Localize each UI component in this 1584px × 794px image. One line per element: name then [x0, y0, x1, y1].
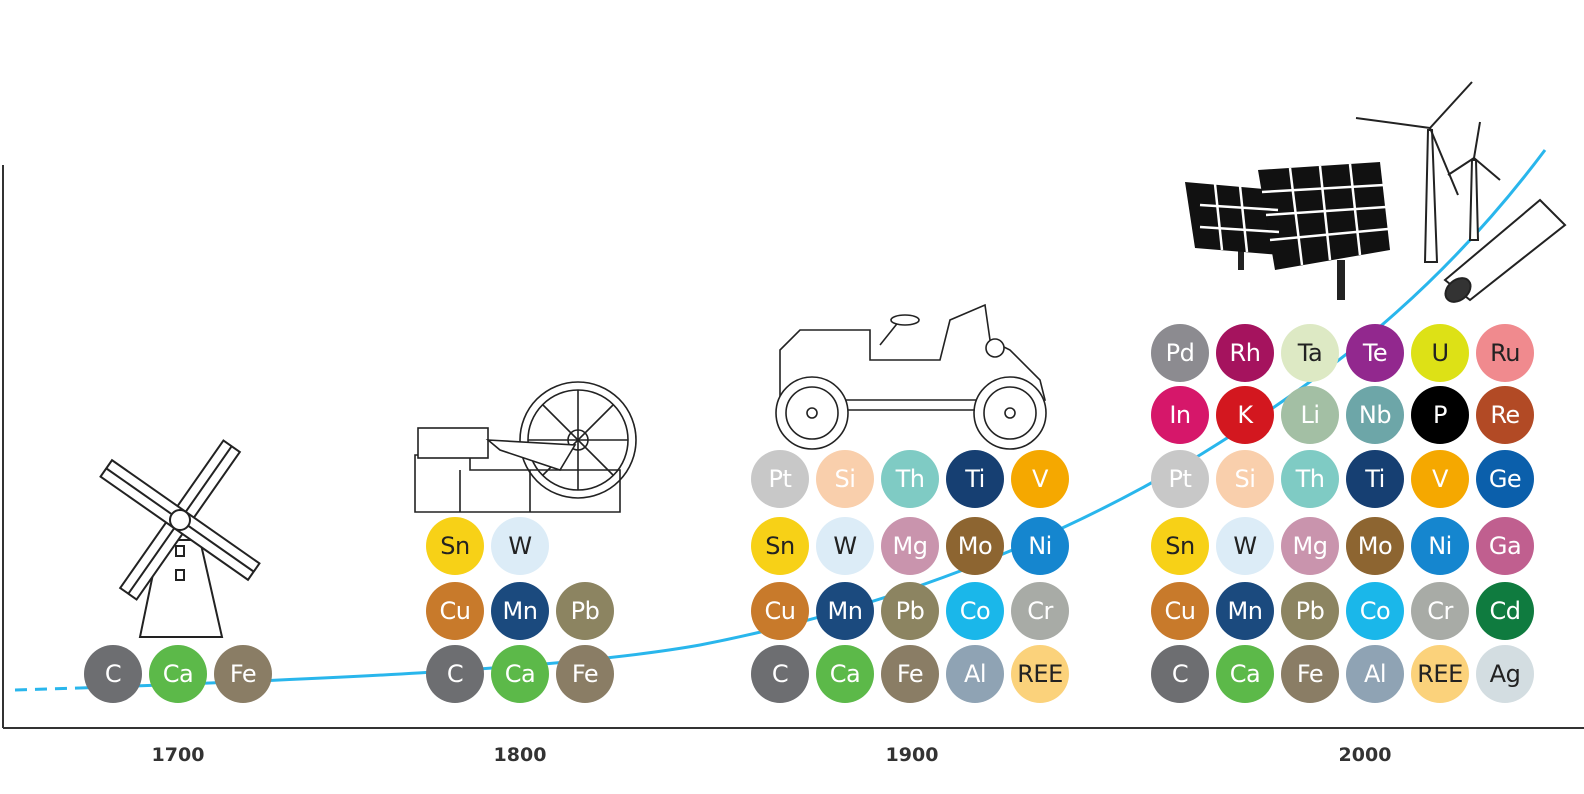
element-pb: Pb [1281, 582, 1339, 640]
element-k: K [1216, 386, 1274, 444]
element-ni: Ni [1011, 517, 1069, 575]
element-ag: Ag [1476, 645, 1534, 703]
element-si: Si [816, 450, 874, 508]
solar-panels-wind-turbines-icon [1185, 81, 1567, 303]
element-ta: Ta [1281, 324, 1339, 382]
element-c: C [751, 645, 809, 703]
element-fe: Fe [881, 645, 939, 703]
element-sn: Sn [426, 517, 484, 575]
element-ca: Ca [491, 645, 549, 703]
steam-engine-icon [414, 381, 637, 513]
element-v: V [1411, 450, 1469, 508]
element-ti: Ti [946, 450, 1004, 508]
element-re: Re [1476, 386, 1534, 444]
element-c: C [1151, 645, 1209, 703]
element-v: V [1011, 450, 1069, 508]
element-c: C [426, 645, 484, 703]
element-w: W [1216, 517, 1274, 575]
year-label-1800: 1800 [493, 744, 547, 766]
element-co: Co [946, 582, 1004, 640]
year-label-1700: 1700 [151, 744, 205, 766]
element-cu: Cu [426, 582, 484, 640]
element-ni: Ni [1411, 517, 1469, 575]
element-fe: Fe [556, 645, 614, 703]
element-pt: Pt [1151, 450, 1209, 508]
element-u: U [1411, 324, 1469, 382]
element-te: Te [1346, 324, 1404, 382]
element-ree: REE [1011, 645, 1069, 703]
element-ree: REE [1411, 645, 1469, 703]
year-label-2000: 2000 [1338, 744, 1392, 766]
element-p: P [1411, 386, 1469, 444]
element-cr: Cr [1411, 582, 1469, 640]
element-mo: Mo [946, 517, 1004, 575]
element-ti: Ti [1346, 450, 1404, 508]
vintage-car-icon [775, 303, 1047, 450]
element-w: W [816, 517, 874, 575]
element-al: Al [1346, 645, 1404, 703]
element-mn: Mn [816, 582, 874, 640]
element-pt: Pt [751, 450, 809, 508]
element-nb: Nb [1346, 386, 1404, 444]
element-mg: Mg [881, 517, 939, 575]
element-ge: Ge [1476, 450, 1534, 508]
element-fe: Fe [214, 645, 272, 703]
element-pb: Pb [556, 582, 614, 640]
growth-curve-dashed [14, 686, 81, 692]
element-co: Co [1346, 582, 1404, 640]
element-sn: Sn [751, 517, 809, 575]
element-fe: Fe [1281, 645, 1339, 703]
element-ca: Ca [1216, 645, 1274, 703]
element-pd: Pd [1151, 324, 1209, 382]
element-cu: Cu [1151, 582, 1209, 640]
element-sn: Sn [1151, 517, 1209, 575]
element-ga: Ga [1476, 517, 1534, 575]
element-in: In [1151, 386, 1209, 444]
element-cd: Cd [1476, 582, 1534, 640]
element-mn: Mn [491, 582, 549, 640]
element-ca: Ca [149, 645, 207, 703]
year-label-1900: 1900 [885, 744, 939, 766]
element-li: Li [1281, 386, 1339, 444]
element-cr: Cr [1011, 582, 1069, 640]
element-mg: Mg [1281, 517, 1339, 575]
element-al: Al [946, 645, 1004, 703]
element-c: C [84, 645, 142, 703]
element-w: W [491, 517, 549, 575]
windmill-icon [99, 439, 261, 638]
element-th: Th [1281, 450, 1339, 508]
element-th: Th [881, 450, 939, 508]
element-ru: Ru [1476, 324, 1534, 382]
element-pb: Pb [881, 582, 939, 640]
element-si: Si [1216, 450, 1274, 508]
element-mn: Mn [1216, 582, 1274, 640]
element-cu: Cu [751, 582, 809, 640]
element-mo: Mo [1346, 517, 1404, 575]
element-rh: Rh [1216, 324, 1274, 382]
element-ca: Ca [816, 645, 874, 703]
